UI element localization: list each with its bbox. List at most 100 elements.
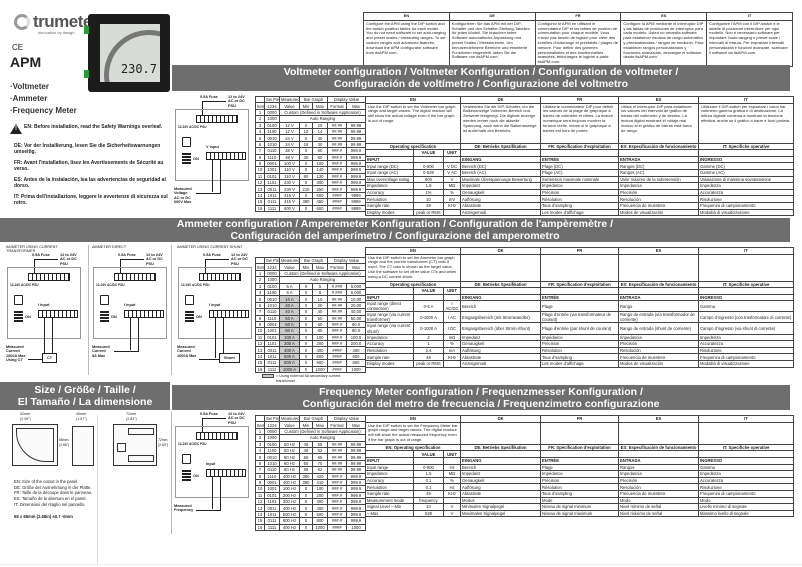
spec-row: Measurement mode frequency Modus Mode Modo Mo… <box>365 496 795 505</box>
spec-cell: Frequenza di campionamento <box>698 489 795 498</box>
input-terminal-block <box>38 310 78 318</box>
spec-cell: % <box>442 476 462 485</box>
spec-cell: Modalità di visualizzazione <box>698 359 795 368</box>
description: Utilice el interruptor DIP para establec… <box>618 102 700 144</box>
spec-cell: Input range <box>365 463 414 472</box>
lang-header: FR <box>540 415 620 423</box>
dimension-label: 68mm (2.68") <box>59 438 70 447</box>
spec-row: Resolution 2.4 mA Auflösung Résolution Resolu… <box>365 346 795 355</box>
spec-cell: 1.5 <box>413 470 444 478</box>
dimension-label: 40mm (1.57") <box>76 412 87 421</box>
spec-cell: Taux d'sampling <box>540 353 620 361</box>
spec-row: Resolution 10 mV Auflösung Résolution Resoluc… <box>365 195 795 203</box>
spec-cell <box>442 155 462 164</box>
spec-cell: EINGANG <box>460 456 542 465</box>
spec-cell: Niveau de signal minimum <box>540 503 620 511</box>
spec-cell: ENTRÉE <box>540 456 620 465</box>
spec-cell: Input range (DC) <box>365 162 414 170</box>
spec-cell: Nivel mínimo de señal <box>618 503 700 511</box>
table-row: 9 0001 100 V 0 100 ###.# 999.9 <box>255 159 367 168</box>
spec-cell: Impedance <box>365 182 414 190</box>
ammeter-banner: Ammeter configuration / Amperemeter Konf… <box>0 218 790 242</box>
blank-cell <box>618 287 700 295</box>
lang-header: EN <box>364 415 462 423</box>
warning-icon <box>10 124 22 134</box>
spec-cell: Modalità di visualizzazione <box>698 208 795 217</box>
terminal-label: 12-24V AC/DC PSU <box>181 283 210 287</box>
intro-table: EN DE FR ES IT Configure the APM using the DI… <box>363 12 793 67</box>
header-cell: Sw Pos <box>264 95 280 104</box>
ammeter-switch-table: Sw Pos Measured Bar Graph Display Value Item… <box>255 256 367 374</box>
spec-cell: Signal Level – Min <box>365 503 414 511</box>
spec-cell: Genauigkeit <box>460 476 542 485</box>
blank-cell <box>365 450 414 458</box>
blank-cell <box>540 287 620 295</box>
header-cell: Sw Pos <box>264 256 280 265</box>
spec-cell: Massimo livello di segnale <box>698 509 795 518</box>
table-cell: 5 <box>311 282 329 290</box>
spec-cell: Gamme (AC) <box>698 168 795 177</box>
spec-row: – Max 528 V Maximalen Signalpegel Niveau de … <box>365 509 795 518</box>
blank-cell <box>698 450 795 458</box>
intro-text: Configure the APM using the DIP switch a… <box>363 19 450 67</box>
dip-switch-bank-icon <box>100 311 109 323</box>
spec-row: Max overvoltage rating 600 V Maximale Übers… <box>365 175 795 184</box>
spec-cell: Bereich (DC) <box>460 162 542 170</box>
voltmeter-spec-table: EN DE FR ES IT Use the DIP switch to set the … <box>364 96 795 217</box>
size-notes: EN: Size of the cutout in the panel. DE:… <box>14 479 92 507</box>
spec-cell: 0-528 <box>413 168 444 177</box>
blank-cell <box>618 450 700 458</box>
spec-cell: I AC/DC <box>442 300 462 313</box>
table-row: 10 1001 110 V 0 140 ###.# 999.9 <box>255 166 367 174</box>
table-cell: 40 <box>311 308 329 316</box>
banner-line: Ammeter configuration / Amperemeter Konf… <box>176 218 614 230</box>
spec-cell: Resolution <box>365 483 414 491</box>
spec-cell: MΩ <box>442 470 462 478</box>
size-note: DE: Größe der Ausnehmung in der Platte. <box>14 484 92 490</box>
measured-label: Measured Current 5A Max <box>92 345 110 358</box>
spec-cell: ENTRADA <box>618 155 700 164</box>
spec-cell: Précision <box>540 476 620 485</box>
warning-text: Prima dell'installazione, leggere le avv… <box>14 194 168 207</box>
spec-cell: V <box>442 509 462 518</box>
table-cell: 1111 <box>264 523 280 532</box>
spec-cell: KHz <box>442 489 462 498</box>
table-row: 15 0111 415 V 380 450 #### 9999 <box>255 198 367 206</box>
table-cell: 0 <box>299 365 313 374</box>
dip-label: ON <box>193 474 199 478</box>
warning-text: Antes de la instalación, lea las adverte… <box>14 177 166 190</box>
size-note: ES: Tamaño de la abertura en el panel. <box>14 496 87 502</box>
spec-cell: 1.8 <box>413 182 444 190</box>
spec-cell: Genauigkeit <box>460 340 542 348</box>
blank-cell <box>365 149 414 157</box>
spec-cell: Impedanz <box>460 182 542 190</box>
spec-cell: Abtastrate <box>460 489 542 498</box>
table-row: 3 0100 12 V 0 20 ##.## 99.99 <box>255 121 367 129</box>
table-row: 4 1100 6 A 0 6 #.### 6.000 <box>255 288 367 297</box>
spec-cell: 1% <box>413 188 444 197</box>
spec-cell: Rangos (DC) <box>618 162 700 170</box>
spec-row: Accuracy 0.1% Genauigkeit Précision Precisió… <box>365 476 795 485</box>
psu-terminal-block <box>196 432 238 440</box>
header-cell: Item <box>255 421 265 429</box>
table-cell: 800 <box>311 359 329 367</box>
description <box>618 253 700 282</box>
lang-header: ES <box>620 12 708 21</box>
lang-header: ES <box>618 415 700 423</box>
spec-row: Input range 0-800 Hz Bereich Plage Rangos Gamm… <box>365 463 795 472</box>
spec-cell: Résolution <box>540 346 620 355</box>
table-row: 5 0010 60 Hz 55 65 ##.## 99.99 <box>255 453 367 461</box>
spec-cell: Résolution <box>540 195 620 203</box>
spec-title: IT: Specifiche operative <box>698 280 795 289</box>
spec-row: Impedance 1.8 MΩ Impedanz Impédance Impedanci… <box>365 182 795 190</box>
table-cell: 16 <box>255 204 265 213</box>
lang-header: FR <box>534 12 622 21</box>
wiring-diagram: 0.5A Fuse 12 to 24V AC or DC PSU 12-24V AC… <box>172 95 254 220</box>
spec-cell: Auflösung <box>460 195 542 203</box>
spec-cell: 0-1000 A <box>413 322 444 335</box>
banner-line: Voltmeter configuration / Voltmeter Konf… <box>283 66 679 78</box>
spec-cell: Precisión <box>618 476 700 485</box>
spec-cell: ENTRADA <box>618 456 700 465</box>
spec-cell: Auflösung <box>460 346 542 355</box>
